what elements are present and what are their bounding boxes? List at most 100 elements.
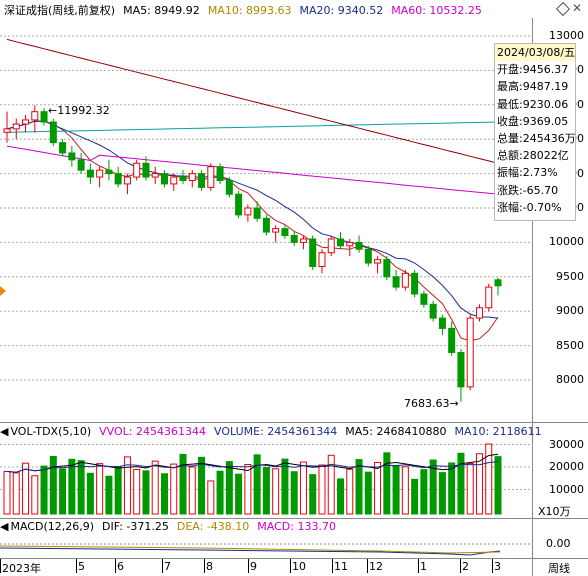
candle-body [290,235,298,243]
candle-body [96,169,104,178]
volume-bar [207,480,215,515]
volume-chevron-icon[interactable]: ◀ [0,424,9,438]
volume-unit: X10万 [538,505,571,518]
time-tick-label: 12 [369,560,383,573]
dea-readout: DEA: -438.10 [176,519,250,533]
volume-bar [392,464,400,515]
candle-body [337,238,345,247]
period-label[interactable]: 周线 [548,562,570,575]
volume-bar [59,468,67,515]
low-value: 7683.63 [404,397,450,410]
candle-body [77,159,85,171]
ma5-readout: MA5: 8949.92 [123,3,200,17]
volume-bar [31,475,39,515]
volume-bar [225,461,233,515]
cursor-marker-icon[interactable] [0,286,6,296]
candle-body [355,241,363,250]
volume-bar [96,463,104,515]
volume-bar [235,473,243,515]
volume-bar [105,475,113,515]
volume-bar [309,474,317,515]
volume-bar [68,458,76,515]
volume-bar [485,443,493,515]
time-tick-label: 5 [78,560,85,573]
candlestick-chart[interactable] [0,18,532,420]
price-tick-label: 9000 [556,304,584,318]
volume-bar [281,458,289,515]
ma20-readout: MA20: 9340.52 [299,3,384,17]
dif-readout: DIF: -371.25 [102,519,169,533]
info-low: 最低:9230.06 [497,97,569,111]
info-change-pct: 涨幅:-0.70% [497,200,562,214]
volume-chart[interactable] [0,438,532,518]
candle-body [466,317,474,388]
macd-chevron-icon[interactable]: ◀ [0,519,9,533]
candle-body [429,303,437,319]
candle-body [253,207,261,219]
time-tick-mark [460,559,461,573]
volume-title[interactable]: VOL-TDX(5,10) [10,424,92,438]
info-amount: 总额:28022亿 [497,149,569,163]
candle-body [179,176,187,181]
time-tick-label: 2 [462,560,469,573]
volume-bar [188,466,196,515]
price-grid [0,35,532,381]
volume-header: ◀ VOL-TDX(5,10) VVOL: 2454361344 VOLUME:… [0,423,550,439]
ma10-line [6,120,499,319]
volume-bar [272,468,280,515]
volume-bar [327,454,335,515]
diamond-icon[interactable] [555,1,571,17]
volume-bar [40,465,48,515]
volume-bar [151,460,159,515]
price-tick-label: 8000 [556,373,584,386]
price-tick-label: 10000 [549,235,584,249]
volume-bar [374,462,382,515]
candle-body [160,173,168,185]
candle-body [12,123,20,130]
volume-bar [77,460,85,515]
volume-bar [346,468,354,515]
candle-body [281,228,289,237]
macd-title[interactable]: MACD(12,26,9) [10,519,95,533]
time-tick-label: 10 [292,560,306,573]
candle-body [86,169,94,178]
volume-bar [448,462,456,515]
time-tick-mark [248,559,249,573]
candle-body [31,111,39,121]
candle-body [3,128,11,133]
candle-body [272,228,280,233]
time-tick-mark [162,559,163,573]
time-tick-label: 1 [420,560,427,573]
time-tick-label: 9 [250,560,257,573]
macd-readout: MACD: 133.70 [257,519,336,533]
index-title[interactable]: 深证成指(周线,前复权) [4,4,116,17]
candle-body [105,169,113,175]
info-change: 涨跌:-65.70 [497,183,559,197]
volume-tick-label: 10000 [549,482,584,496]
price-tick-label: 9500 [556,269,584,283]
info-volume: 总量:245436万 [497,132,576,146]
quote-info-panel: 2024/03/08/五 开盘:9456.37 最高:9487.19 最低:92… [494,43,576,221]
candle-body [225,179,233,195]
candles [3,105,502,402]
candle-body [401,272,409,288]
info-amplitude: 振幅:2.73% [497,166,558,180]
volume-bar [411,478,419,515]
low-annotation: 7683.63→ [404,397,459,410]
volume-bar [133,468,141,515]
volume-bar [114,466,122,515]
volume-bar [383,452,391,515]
candle-body [123,176,131,185]
macd-panel-border [0,518,588,519]
macd-chart[interactable] [0,534,532,558]
candle-body [448,327,456,353]
candle-body [207,166,215,188]
volume-bar [337,478,345,515]
close-icon[interactable]: ✕ [572,1,583,15]
candle-body [198,173,206,188]
volume-ma-lines [6,453,499,473]
price-tick-label: 13000 [549,29,584,42]
volume-bar [170,463,178,515]
volume-bar [123,456,131,515]
volume-bar [22,462,30,515]
